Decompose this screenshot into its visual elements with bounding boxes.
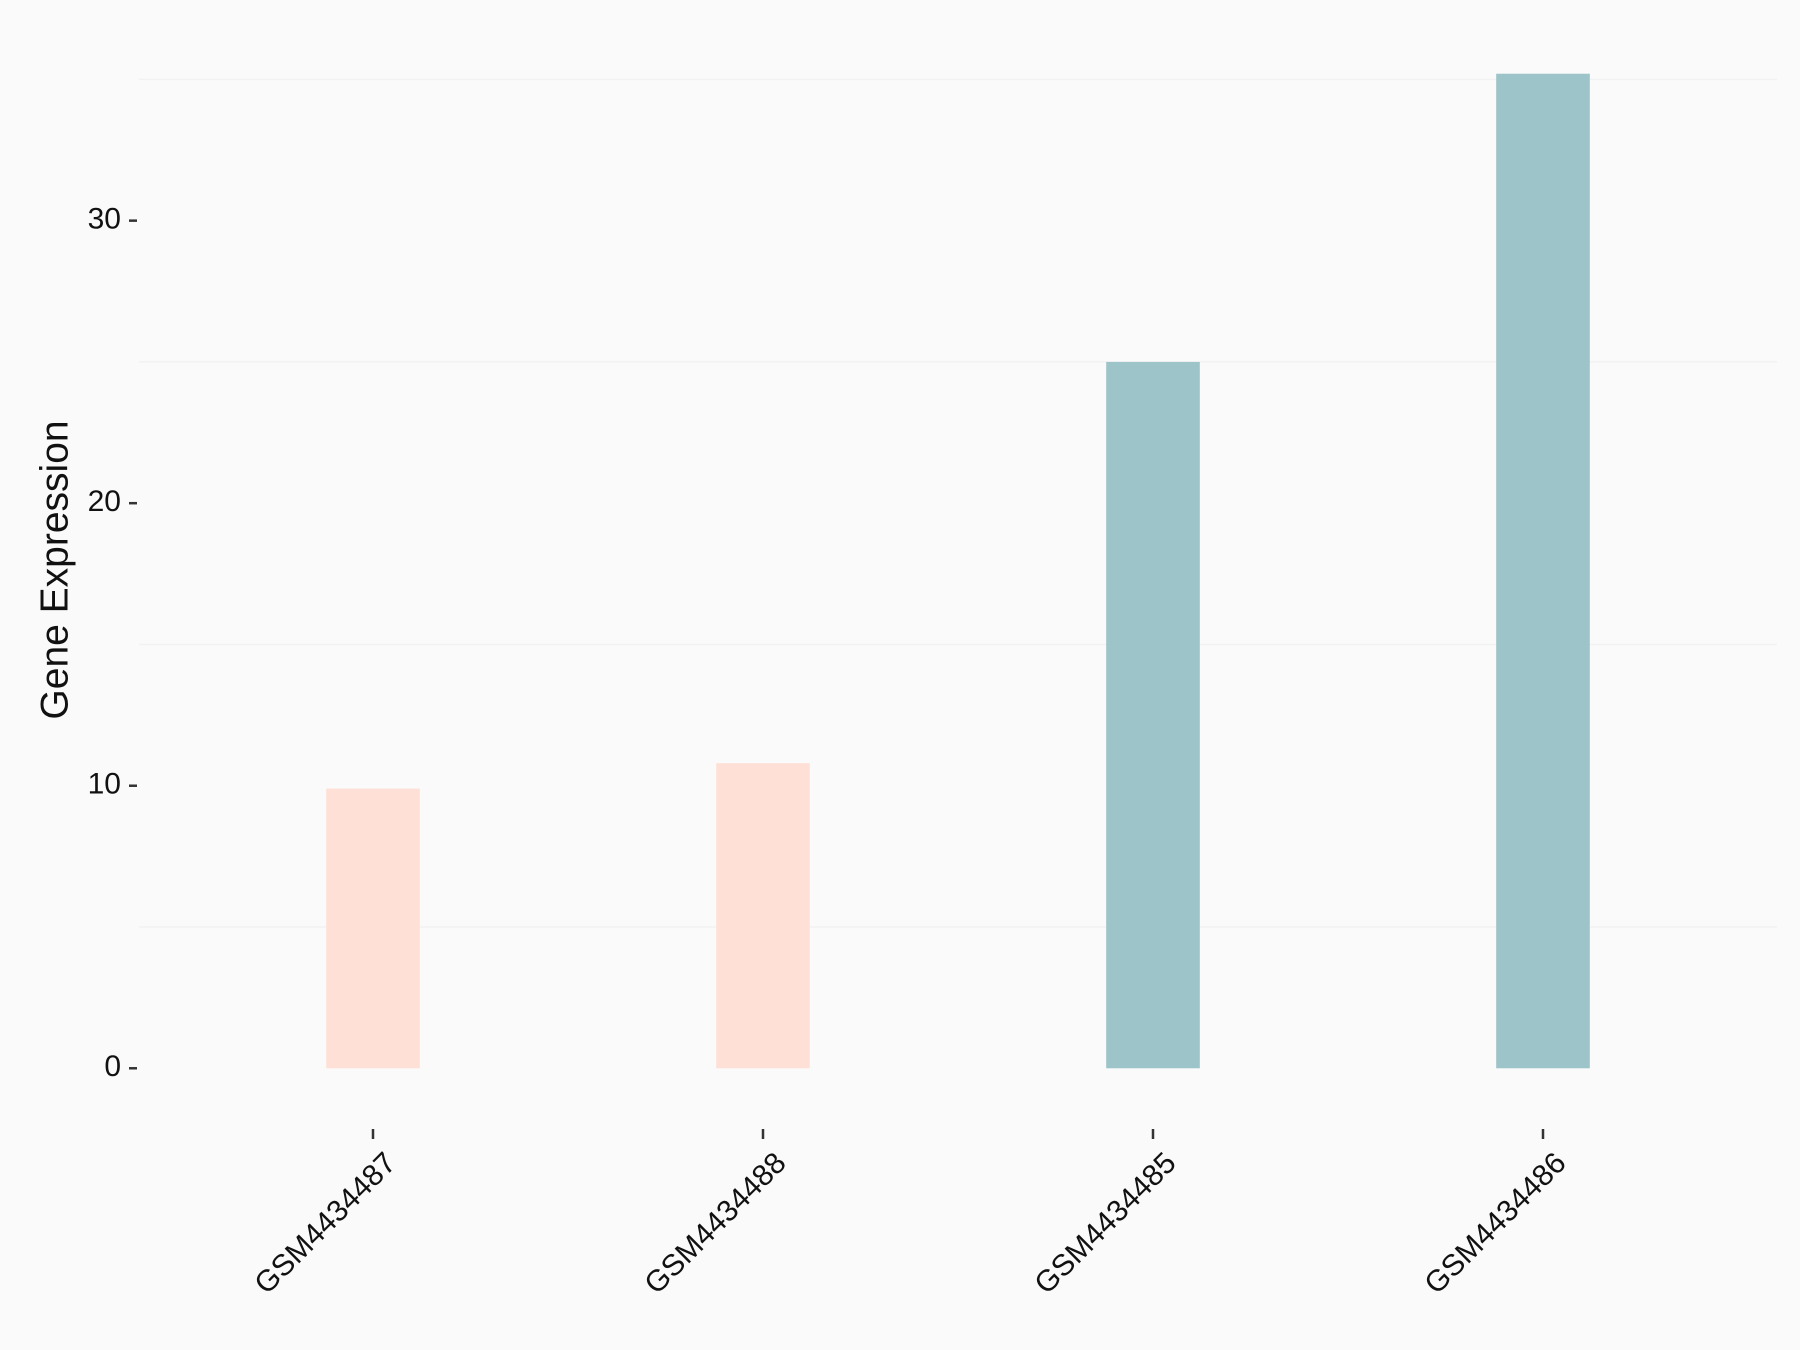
bar [716,763,810,1069]
bar [326,788,420,1069]
y-tick-label: 10 [88,768,121,801]
bar [1496,73,1590,1069]
y-tick-label: 30 [88,203,121,236]
y-tick-label: 20 [88,485,121,518]
bar [1106,361,1200,1069]
y-tick-label: 0 [104,1050,121,1083]
y-axis-title: Gene Expression [33,420,76,719]
